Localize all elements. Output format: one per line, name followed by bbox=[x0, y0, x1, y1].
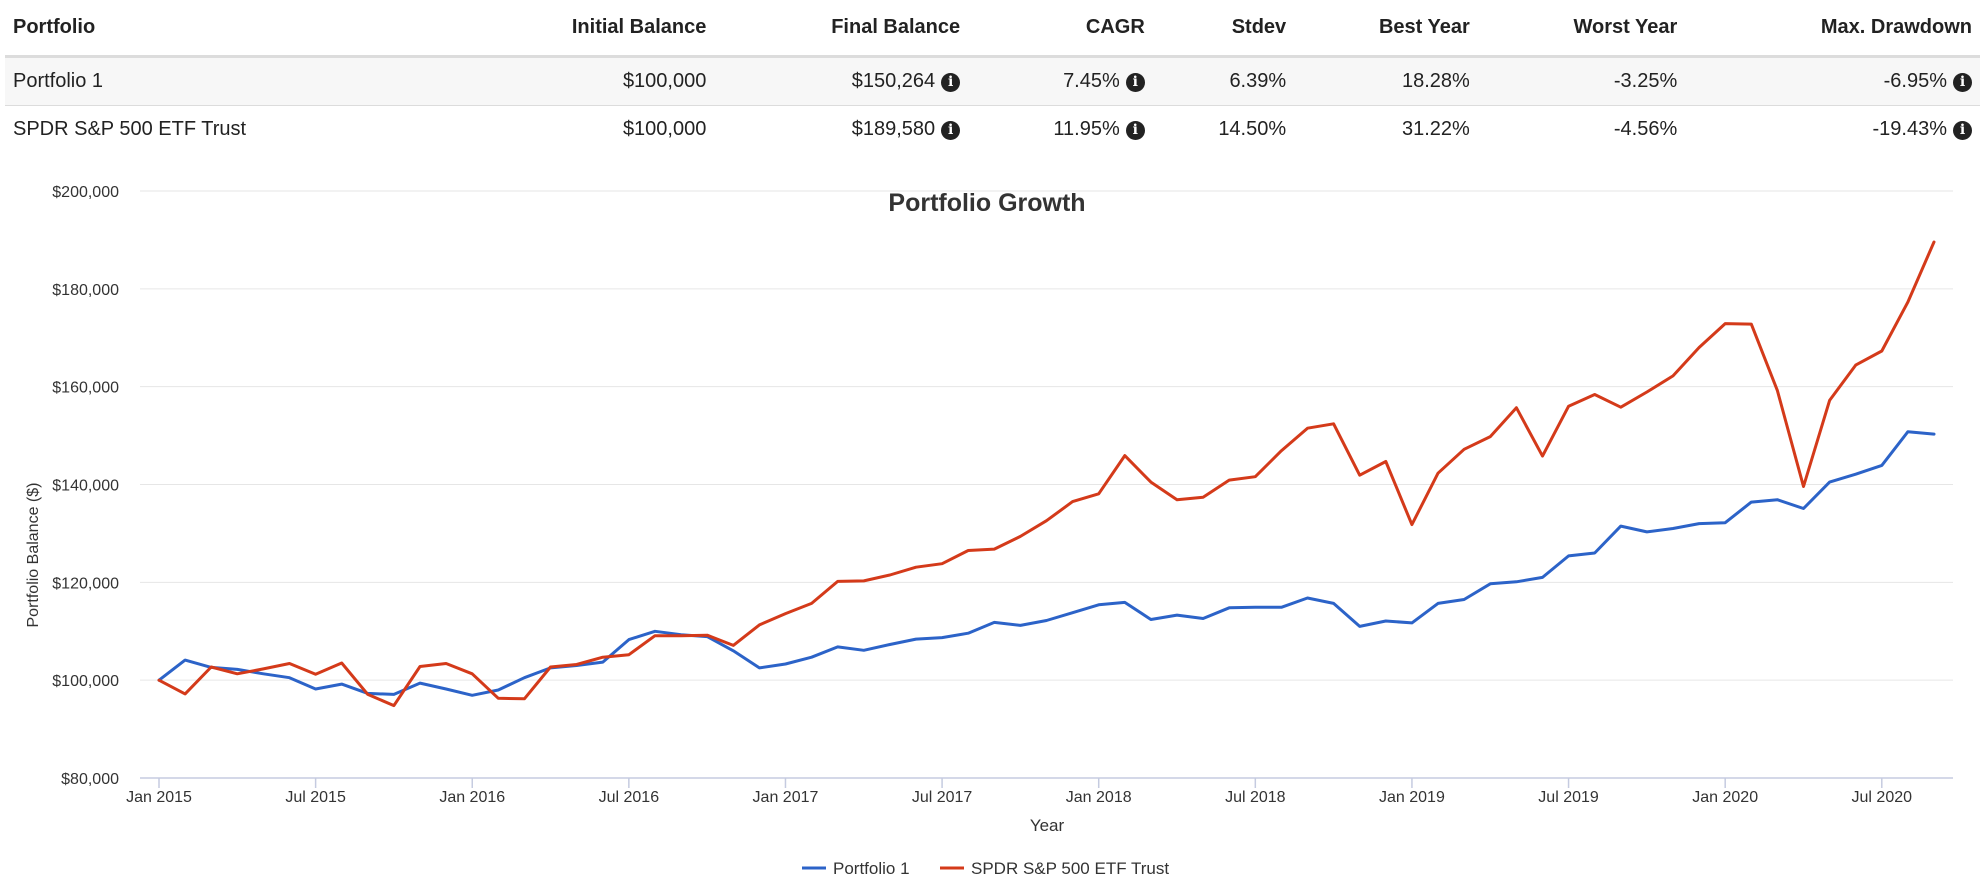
y-tick-label: $200,000 bbox=[52, 184, 119, 201]
legend-label-spdr-sp500: SPDR S&P 500 ETF Trust bbox=[971, 859, 1169, 878]
info-circle-icon[interactable]: i bbox=[1125, 73, 1145, 92]
x-tick-label: Jan 2017 bbox=[753, 789, 819, 806]
max-drawdown: -6.95% bbox=[1883, 70, 1947, 92]
x-tick-label: Jul 2018 bbox=[1225, 789, 1286, 806]
portfolio-name: Portfolio 1 bbox=[5, 56, 451, 106]
legend-item-portfolio-1[interactable]: Portfolio 1 bbox=[802, 859, 910, 878]
y-tick-label: $80,000 bbox=[61, 771, 119, 788]
x-tick-label: Jul 2016 bbox=[599, 789, 660, 806]
worst-year: -3.25% bbox=[1477, 56, 1686, 106]
header-worst-year[interactable]: Worst Year bbox=[1477, 0, 1686, 58]
legend: Portfolio 1 SPDR S&P 500 ETF Trust bbox=[802, 859, 1169, 878]
info-circle-icon[interactable]: i bbox=[1125, 121, 1145, 140]
cagr-cell: 11.95% i bbox=[968, 106, 1153, 154]
y-axis-label: Portfolio Balance ($) bbox=[25, 483, 42, 628]
x-tick-label: Jul 2019 bbox=[1538, 789, 1599, 806]
series-lines bbox=[157, 240, 1936, 708]
gridlines bbox=[140, 190, 1953, 681]
x-axis-ticks: Jan 2015 Jul 2015 Jan 2016 Jul 2016 Jan 2017… bbox=[126, 778, 1912, 806]
stdev: 14.50% bbox=[1218, 118, 1287, 140]
portfolio-growth-chart: Portfolio Growth $80,000 $100,000 $120,000… bbox=[25, 184, 1953, 878]
initial-balance: $100,000 bbox=[622, 118, 707, 140]
x-tick-label: Jan 2018 bbox=[1066, 789, 1132, 806]
header-initial-balance[interactable]: Initial Balance bbox=[450, 0, 715, 58]
final-balance-cell: $189,580 i bbox=[714, 106, 968, 154]
chart-title: Portfolio Growth bbox=[888, 189, 1085, 217]
initial-balance: $100,000 bbox=[450, 56, 715, 106]
y-tick-label: $140,000 bbox=[52, 478, 119, 495]
y-tick-label: $180,000 bbox=[52, 282, 119, 299]
x-tick-label: Jul 2020 bbox=[1852, 789, 1913, 806]
info-circle-icon[interactable]: i bbox=[1953, 121, 1972, 140]
header-portfolio[interactable]: Portfolio bbox=[5, 0, 451, 58]
worst-year: -4.56% bbox=[1613, 118, 1678, 140]
header-max-drawdown[interactable]: Max. Drawdown bbox=[1685, 0, 1980, 58]
final-balance-cell: $150,264 i bbox=[714, 56, 969, 106]
x-tick-label: Jul 2015 bbox=[285, 789, 346, 806]
info-circle-icon[interactable]: i bbox=[941, 73, 961, 92]
portfolio-stats-table: Portfolio Initial Balance Final Balance … bbox=[5, 0, 1980, 153]
x-tick-label: Jan 2015 bbox=[126, 789, 192, 806]
legend-label-portfolio-1: Portfolio 1 bbox=[833, 859, 910, 878]
table-row: Portfolio 1 $100,000 $150,264 i 7.45% i 6.… bbox=[5, 56, 1980, 106]
cagr: 7.45% bbox=[1063, 70, 1120, 92]
header-best-year[interactable]: Best Year bbox=[1294, 0, 1478, 58]
y-tick-label: $100,000 bbox=[52, 673, 119, 690]
stdev: 6.39% bbox=[1152, 56, 1295, 106]
series-line-0[interactable] bbox=[157, 430, 1936, 697]
header-final-balance[interactable]: Final Balance bbox=[714, 0, 969, 58]
table-header-row: Portfolio Initial Balance Final Balance … bbox=[5, 0, 1980, 58]
info-circle-icon[interactable]: i bbox=[1953, 73, 1972, 92]
table-row: SPDR S&P 500 ETF Trust $100,000 $189,580… bbox=[5, 106, 1980, 154]
max-drawdown-cell: -6.95% i bbox=[1685, 56, 1980, 106]
legend-item-spdr-sp500[interactable]: SPDR S&P 500 ETF Trust bbox=[940, 859, 1169, 878]
x-axis-label: Year bbox=[1030, 816, 1065, 835]
portfolio-name: SPDR S&P 500 ETF Trust bbox=[13, 118, 247, 140]
info-circle-icon[interactable]: i bbox=[941, 121, 961, 140]
y-tick-label: $160,000 bbox=[52, 380, 119, 397]
final-balance: $189,580 bbox=[851, 118, 936, 140]
x-tick-label: Jan 2020 bbox=[1692, 789, 1758, 806]
header-stdev[interactable]: Stdev bbox=[1152, 0, 1295, 58]
x-tick-label: Jan 2019 bbox=[1379, 789, 1445, 806]
y-tick-label: $120,000 bbox=[52, 575, 119, 592]
x-tick-label: Jul 2017 bbox=[912, 789, 973, 806]
best-year: 18.28% bbox=[1294, 56, 1478, 106]
best-year: 31.22% bbox=[1401, 118, 1470, 140]
max-drawdown-cell: -19.43% i bbox=[1685, 106, 1980, 154]
cagr-cell: 7.45% i bbox=[968, 56, 1153, 106]
x-tick-label: Jan 2016 bbox=[439, 789, 505, 806]
header-cagr[interactable]: CAGR bbox=[968, 0, 1153, 58]
final-balance: $150,264 bbox=[851, 70, 936, 92]
series-line-1[interactable] bbox=[157, 240, 1936, 708]
max-drawdown: -19.43% bbox=[1872, 118, 1948, 140]
y-axis-ticks: $80,000 $100,000 $120,000 $140,000 $160,000 $… bbox=[52, 184, 119, 788]
cagr: 11.95% bbox=[1053, 118, 1120, 140]
